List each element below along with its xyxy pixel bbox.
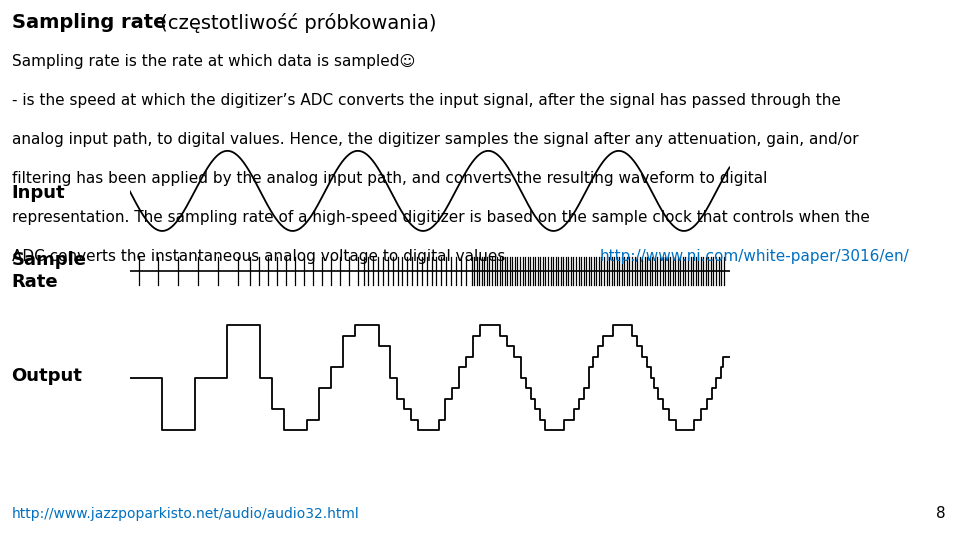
- Text: Sampling rate: Sampling rate: [12, 13, 166, 33]
- Text: - is the speed at which the digitizer’s ADC converts the input signal, after the: - is the speed at which the digitizer’s …: [12, 93, 840, 108]
- Text: Output: Output: [12, 367, 83, 386]
- Text: Input: Input: [12, 184, 65, 202]
- Text: filtering has been applied by the analog input path, and converts the resulting : filtering has been applied by the analog…: [12, 171, 767, 186]
- Text: analog input path, to digital values. Hence, the digitizer samples the signal af: analog input path, to digital values. He…: [12, 132, 858, 147]
- Text: Sampling rate is the rate at which data is sampled☺: Sampling rate is the rate at which data …: [12, 54, 415, 69]
- Text: (częstotliwość próbkowania): (częstotliwość próbkowania): [154, 13, 436, 33]
- Text: representation. The sampling rate of a high-speed digitizer is based on the samp: representation. The sampling rate of a h…: [12, 210, 870, 225]
- Text: Sample
Rate: Sample Rate: [12, 251, 86, 292]
- Text: http://www.ni.com/white-paper/3016/en/: http://www.ni.com/white-paper/3016/en/: [600, 249, 910, 264]
- Text: ADC converts the instantaneous analog voltage to digital values: ADC converts the instantaneous analog vo…: [12, 249, 505, 264]
- Text: http://www.jazzpoparkisto.net/audio/audio32.html: http://www.jazzpoparkisto.net/audio/audi…: [12, 507, 359, 521]
- Text: 8: 8: [936, 506, 946, 521]
